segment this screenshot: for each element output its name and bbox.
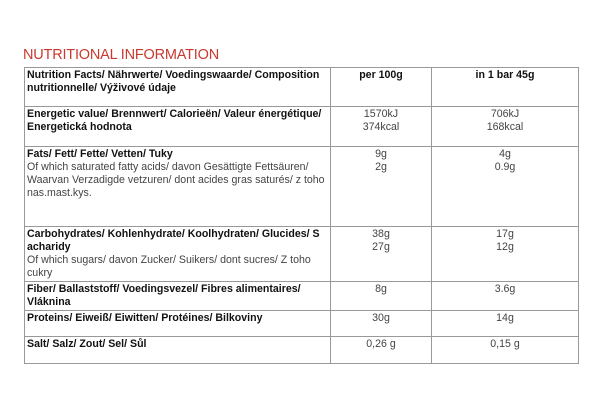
value: 17g — [496, 228, 514, 240]
value: 30g — [330, 310, 432, 337]
row-label: Fiber/ Ballaststoff/ Voedingsvezel/ Fibr… — [27, 283, 301, 308]
value: 168kcal — [486, 121, 524, 133]
header-per-100g: per 100g — [359, 69, 403, 81]
value: 4g — [499, 148, 511, 160]
value: 374kcal — [362, 121, 400, 133]
value: 0.9g — [494, 161, 516, 173]
table-row-carbohydrates: Carbohydrates/ Kohlenhydrate/ Koolhydrat… — [24, 226, 579, 282]
table-row-energy: Energetic value/ Brennwert/ Calorieën/ V… — [24, 106, 579, 147]
row-label: Fats/ Fett/ Fette/ Vetten/ Tuky — [27, 148, 173, 160]
value: 0,15 g — [431, 336, 579, 364]
value: 12g — [496, 241, 514, 253]
value: 14g — [431, 310, 579, 337]
page-title: NUTRITIONAL INFORMATION — [23, 47, 219, 63]
value: 9g — [375, 148, 387, 160]
value: 1570kJ — [363, 108, 399, 120]
row-sublabel: Of which saturated fatty acids/ davon Ge… — [27, 161, 325, 199]
header-per-bar: in 1 bar 45g — [475, 69, 535, 81]
table-row-salt: Salt/ Salz/ Zout/ Sel/ Sůl 0,26 g 0,15 g — [24, 336, 579, 364]
table-row-fats: Fats/ Fett/ Fette/ Vetten/ Tuky Of which … — [24, 146, 579, 227]
value: 38g — [372, 228, 390, 240]
value: 8g — [330, 281, 432, 311]
value: 2g — [375, 161, 387, 173]
row-label: Carbohydrates/ Kohlenhydrate/ Koolhydrat… — [27, 228, 320, 253]
value: 706kJ — [490, 108, 520, 120]
value: 3.6g — [431, 281, 579, 311]
nutrition-table: Nutrition Facts/ Nährwerte/ Voedingswaar… — [24, 67, 579, 364]
row-sublabel: Of which sugars/ davon Zucker/ Suikers/ … — [27, 254, 311, 279]
row-label: Salt/ Salz/ Zout/ Sel/ Sůl — [27, 338, 147, 350]
row-label: Energetic value/ Brennwert/ Calorieën/ V… — [27, 108, 322, 133]
table-row-proteins: Proteins/ Eiweiß/ Eiwitten/ Protéines/ B… — [24, 310, 579, 337]
header-row: Nutrition Facts/ Nährwerte/ Voedingswaar… — [24, 67, 579, 107]
table-row-fiber: Fiber/ Ballaststoff/ Voedingsvezel/ Fibr… — [24, 281, 579, 311]
header-label: Nutrition Facts/ Nährwerte/ Voedingswaar… — [27, 69, 320, 94]
row-label: Proteins/ Eiweiß/ Eiwitten/ Protéines/ B… — [27, 312, 263, 324]
value: 0,26 g — [330, 336, 432, 364]
value: 27g — [372, 241, 390, 253]
